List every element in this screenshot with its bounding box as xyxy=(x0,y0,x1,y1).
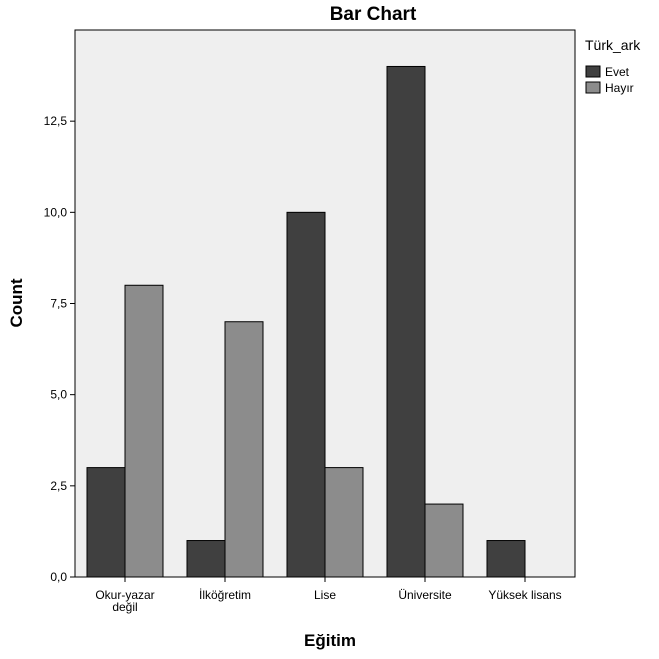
y-tick-label: 12,5 xyxy=(44,114,68,128)
legend-swatch-hayır xyxy=(586,82,600,93)
bar-evet xyxy=(287,212,325,577)
legend: Türk_ark Evet Hayır xyxy=(585,37,641,95)
x-tick-label-line: değil xyxy=(112,600,137,614)
x-tick-label: Yüksek lisans xyxy=(488,588,561,602)
y-tick-label: 7,5 xyxy=(50,297,67,311)
x-tick-label: İlköğretim xyxy=(199,588,251,602)
x-tick-label: Lise xyxy=(314,588,336,602)
x-tick-label-line: İlköğretim xyxy=(199,588,251,602)
x-tick-label-line: Üniversite xyxy=(398,588,452,602)
bar-hayır xyxy=(325,468,363,577)
x-axis-title: Eğitim xyxy=(304,631,356,650)
x-tick-label-line: Yüksek lisans xyxy=(488,588,561,602)
y-axis: 0,0 2,5 5,0 7,5 10,0 12,5 xyxy=(44,114,75,584)
legend-title: Türk_ark xyxy=(585,37,641,53)
bar-hayır xyxy=(425,504,463,577)
legend-swatch-evet xyxy=(586,66,600,77)
bar-hayır xyxy=(225,322,263,577)
legend-label-evet: Evet xyxy=(605,65,630,79)
x-tick-label-line: Lise xyxy=(314,588,336,602)
bar-evet xyxy=(387,66,425,577)
y-axis-title: Count xyxy=(7,278,26,327)
chart-title: Bar Chart xyxy=(330,4,417,25)
y-tick-label: 0,0 xyxy=(50,570,67,584)
bar-evet xyxy=(87,468,125,577)
bar-evet xyxy=(487,541,525,577)
y-tick-label: 2,5 xyxy=(50,479,67,493)
legend-label-hayır: Hayır xyxy=(605,81,634,95)
bar-hayır xyxy=(125,285,163,577)
y-tick-label: 5,0 xyxy=(50,388,67,402)
bar-evet xyxy=(187,541,225,577)
y-tick-label: 10,0 xyxy=(44,205,68,219)
x-axis: Okur-yazar değil İlköğretim Lise Üniversite Y… xyxy=(95,577,561,614)
x-tick-label: Üniversite xyxy=(398,588,452,602)
x-tick-label: Okur-yazar değil xyxy=(95,588,154,614)
